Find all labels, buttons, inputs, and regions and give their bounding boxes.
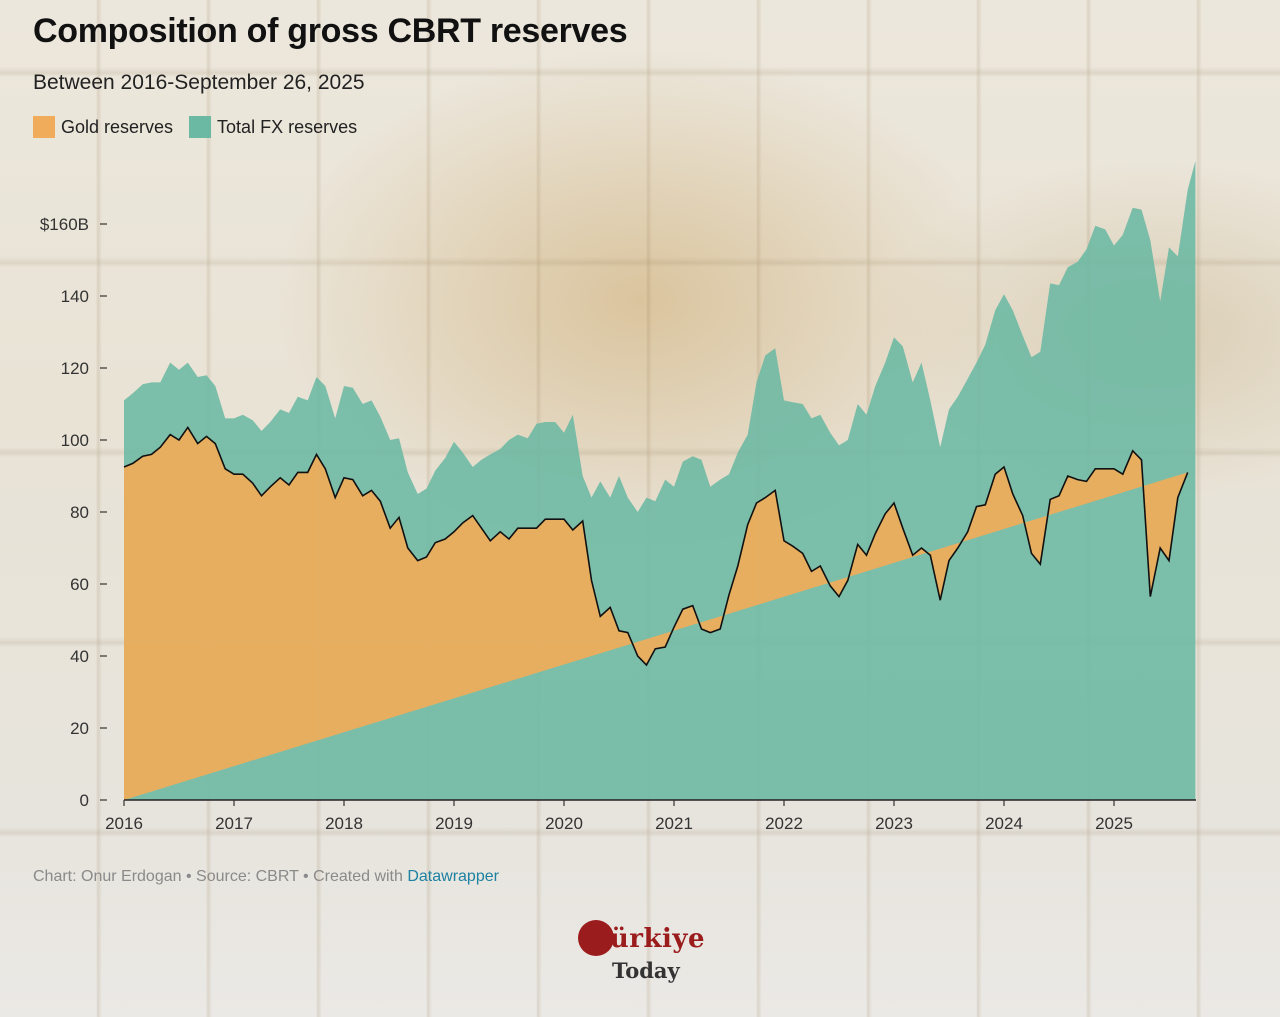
x-tick-label: 2019 bbox=[435, 814, 473, 833]
y-tick-label: $160B bbox=[40, 215, 89, 234]
y-tick-label: 40 bbox=[70, 647, 89, 666]
x-tick-label: 2016 bbox=[105, 814, 143, 833]
chart-legend: Gold reserves Total FX reserves bbox=[33, 116, 373, 138]
legend-label-fx: Total FX reserves bbox=[217, 116, 358, 137]
x-tick-label: 2022 bbox=[765, 814, 803, 833]
footer-credit: Chart: Onur Erdogan • Source: CBRT • Cre… bbox=[33, 868, 408, 885]
legend-swatch-gold bbox=[33, 116, 55, 138]
x-tick-label: 2020 bbox=[545, 814, 583, 833]
logo-circle-mark bbox=[578, 920, 614, 956]
logo-wordmark-bottom: Today bbox=[612, 958, 680, 983]
chart-subtitle: Between 2016-September 26, 2025 bbox=[33, 71, 365, 94]
logo-wordmark-top: Türkiye bbox=[592, 924, 705, 954]
x-tick-label: 2025 bbox=[1095, 814, 1133, 833]
legend-label-gold: Gold reserves bbox=[61, 116, 174, 137]
x-tick-label: 2021 bbox=[655, 814, 693, 833]
chart-footer: Chart: Onur Erdogan • Source: CBRT • Cre… bbox=[33, 868, 499, 886]
x-tick-label: 2018 bbox=[325, 814, 363, 833]
legend-swatch-fx bbox=[189, 116, 212, 138]
y-tick-label: 0 bbox=[80, 791, 89, 810]
legend-item-fx: Total FX reserves bbox=[189, 116, 357, 138]
x-tick-label: 2017 bbox=[215, 814, 253, 833]
chart-title: Composition of gross CBRT reserves bbox=[33, 12, 628, 50]
y-tick-label: 100 bbox=[61, 431, 89, 450]
datawrapper-link[interactable]: Datawrapper bbox=[407, 868, 499, 885]
x-tick-label: 2024 bbox=[985, 814, 1023, 833]
x-tick-label: 2023 bbox=[875, 814, 913, 833]
legend-item-gold: Gold reserves bbox=[33, 116, 173, 138]
series-line-gold bbox=[123, 425, 1189, 667]
y-tick-label: 120 bbox=[61, 359, 89, 378]
y-tick-label: 20 bbox=[70, 719, 89, 738]
y-tick-label: 140 bbox=[61, 287, 89, 306]
y-tick-label: 80 bbox=[70, 503, 89, 522]
turkiye-today-logo: Türkiye Today bbox=[578, 918, 718, 988]
y-tick-label: 60 bbox=[70, 575, 89, 594]
series-area-gold bbox=[124, 427, 1188, 800]
